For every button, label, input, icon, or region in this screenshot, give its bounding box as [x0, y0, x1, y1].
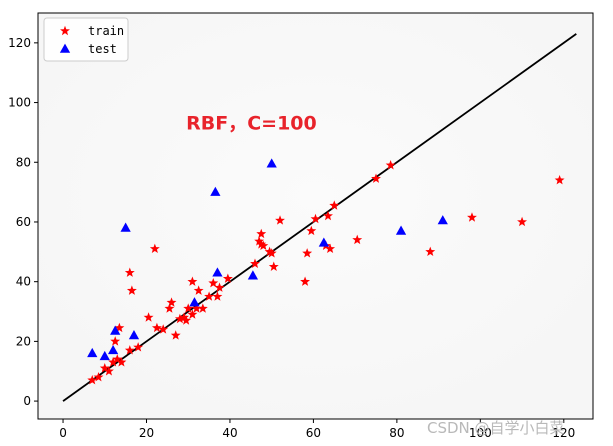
train-point: [183, 303, 194, 313]
points-layer: [87, 158, 565, 385]
y-tick-label: 20: [16, 334, 31, 348]
test-point: [128, 330, 140, 340]
y-axis: 0 20 40 60 80 100 120: [8, 36, 38, 408]
train-point: [116, 357, 127, 367]
x-tick-label: 20: [139, 426, 154, 440]
train-point: [191, 303, 202, 313]
train-point: [143, 312, 154, 322]
train-point: [133, 342, 144, 352]
train-point: [517, 216, 528, 227]
train-point: [425, 246, 436, 257]
y-tick-label: 120: [8, 36, 31, 50]
train-point: [166, 297, 177, 307]
plot-frame: [37, 12, 594, 420]
train-point: [256, 239, 267, 249]
train-point: [329, 200, 340, 210]
watermark: CSDN @自学小白菜: [427, 419, 565, 437]
x-tick-label: 60: [306, 426, 321, 440]
train-point: [266, 248, 277, 258]
train-point: [250, 258, 260, 268]
train-point: [258, 240, 269, 251]
train-point: [87, 374, 98, 385]
train-point: [268, 261, 279, 271]
train-point: [197, 303, 208, 313]
train-point: [126, 285, 137, 295]
x-tick-label: 40: [222, 426, 237, 440]
train-point: [110, 336, 121, 346]
test-point: [266, 158, 277, 168]
test-point: [189, 297, 200, 307]
train-point: [371, 173, 381, 183]
train-point: [300, 276, 311, 286]
train-point: [164, 303, 175, 313]
legend-marker-test: [59, 43, 71, 53]
test-point: [87, 347, 98, 358]
legend-star-marker: [60, 25, 70, 36]
y-tick-label: 0: [23, 394, 31, 408]
train-point: [149, 243, 160, 254]
test-point: [437, 215, 448, 225]
train-point: [108, 357, 119, 367]
train-point: [254, 236, 265, 246]
x-tick-label: 100: [469, 426, 492, 440]
train-point: [222, 273, 233, 283]
train-point: [187, 276, 198, 286]
y-tick-label: 60: [16, 215, 31, 229]
train-point: [124, 345, 135, 355]
y-tick-label: 80: [16, 155, 31, 169]
test-point: [395, 225, 407, 235]
test-point: [247, 270, 259, 280]
legend: train test: [43, 17, 129, 62]
train-point: [306, 225, 317, 236]
test-point: [210, 186, 221, 196]
legend-marker-train: [60, 25, 70, 36]
train-point: [325, 243, 336, 254]
train-point: [310, 213, 321, 224]
train-point: [193, 285, 204, 295]
train-point: [158, 324, 169, 334]
train-point: [352, 234, 363, 245]
train-point: [264, 246, 275, 257]
train-point: [467, 212, 477, 222]
train-point: [93, 372, 104, 382]
train-point: [275, 215, 285, 225]
train-point: [124, 267, 135, 277]
train-point: [208, 277, 219, 288]
test-point: [212, 267, 223, 277]
x-tick-label: 80: [389, 426, 404, 440]
train-point: [554, 174, 565, 185]
y-tick-label: 40: [16, 275, 31, 289]
test-point: [107, 344, 119, 355]
x-axis: 0 20 40 60 80 100 120: [59, 419, 575, 440]
train-point: [187, 309, 198, 319]
train-point: [114, 322, 125, 333]
train-point: [103, 366, 114, 376]
test-point: [120, 222, 131, 232]
x-tick-label: 0: [59, 426, 67, 440]
train-point: [214, 282, 225, 292]
test-point: [318, 237, 329, 247]
legend-triangle-marker: [59, 43, 71, 53]
train-point: [99, 363, 110, 373]
train-point: [174, 313, 185, 324]
train-point: [204, 291, 215, 301]
train-point: [112, 354, 123, 364]
train-point: [181, 315, 192, 325]
train-point: [256, 228, 267, 239]
train-point: [323, 210, 333, 221]
test-point: [99, 350, 110, 361]
train-point: [212, 291, 223, 301]
train-point: [302, 248, 313, 258]
y-tick-label: 100: [8, 96, 31, 110]
train-point: [179, 312, 189, 322]
x-tick-label: 120: [552, 426, 575, 440]
legend-label-train: train: [88, 24, 124, 38]
train-point: [151, 322, 162, 333]
train-point: [385, 160, 396, 170]
test-point: [110, 325, 121, 335]
train-point: [170, 330, 181, 340]
chart-annotation: RBF，C=100: [186, 112, 317, 134]
legend-label-test: test: [88, 42, 117, 56]
